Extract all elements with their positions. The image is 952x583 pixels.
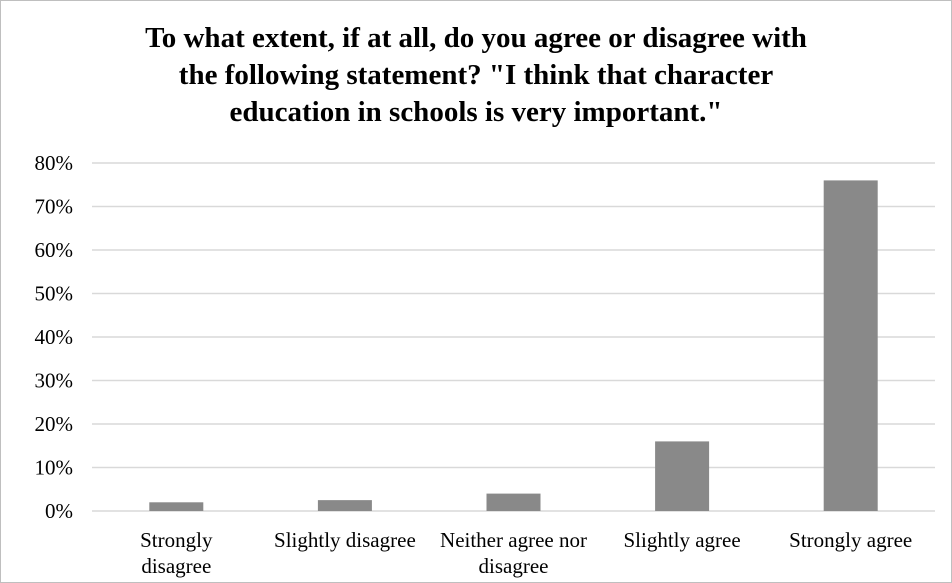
y-tick-label: 40% xyxy=(35,325,74,349)
y-tick-label: 0% xyxy=(45,499,73,523)
chart-title: To what extent, if at all, do you agree … xyxy=(0,20,952,131)
bar xyxy=(655,441,710,511)
x-category-label: Neither agree nor xyxy=(440,528,587,552)
bar xyxy=(149,502,204,511)
chart-title-line-1: To what extent, if at all, do you agree … xyxy=(145,22,807,54)
y-tick-label: 30% xyxy=(35,369,74,393)
chart-title-line-2: the following statement? "I think that c… xyxy=(178,59,774,91)
x-category-label: Strongly agree xyxy=(789,528,912,552)
gridlines xyxy=(92,162,935,512)
y-tick-label: 50% xyxy=(35,282,74,306)
y-tick-label: 70% xyxy=(35,195,74,219)
y-axis-tick-labels: 0% 10% 20% 30% 40% 50% 60% 70% 80% xyxy=(35,151,74,523)
x-category-label: Strongly xyxy=(140,528,213,552)
bar xyxy=(486,493,541,511)
bars xyxy=(149,180,878,511)
x-category-label: disagree xyxy=(141,554,211,578)
chart-title-line-3: education in schools is very important." xyxy=(229,96,723,128)
x-category-label: Slightly disagree xyxy=(274,528,416,552)
y-tick-label: 10% xyxy=(35,456,74,480)
bar xyxy=(317,500,372,511)
x-category-label: disagree xyxy=(479,554,549,578)
y-tick-label: 80% xyxy=(35,151,74,175)
bar xyxy=(823,180,878,511)
x-category-label: Slightly agree xyxy=(623,528,740,552)
y-tick-label: 20% xyxy=(35,412,74,436)
y-tick-label: 60% xyxy=(35,238,74,262)
